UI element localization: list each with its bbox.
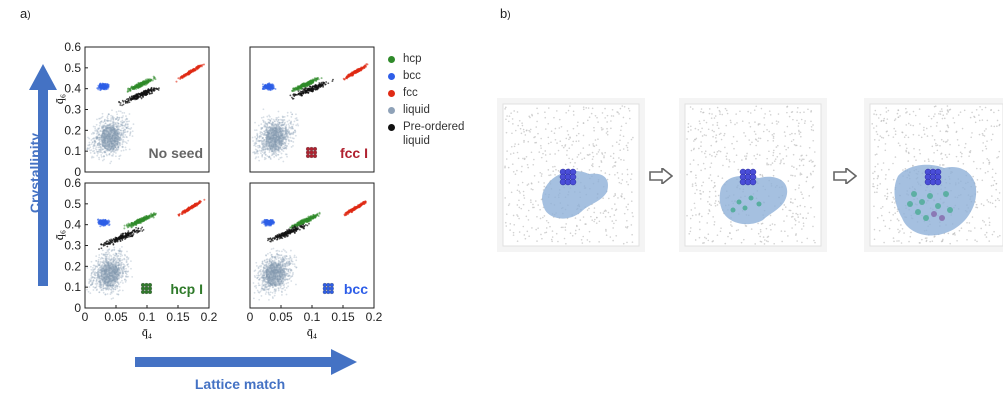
x-tick-label: 0.1 (304, 310, 321, 324)
scatter-points (85, 198, 206, 300)
series-hcp (123, 211, 157, 230)
scatter-points (86, 63, 205, 165)
scatter-panel-3: 0 0.05 0.1 0.15 0.2 q̄₄ 0 0.1 0.2 0.3 0.4 0.5 0.6 q̄₆… (55, 176, 218, 339)
x-axis-label: q̄₄ (142, 325, 152, 339)
series-liquid (251, 108, 300, 163)
arrow-right-icon-2 (833, 168, 857, 184)
legend-marker (388, 107, 395, 114)
series-liquid (250, 247, 298, 301)
legend-item: bcc (388, 69, 483, 83)
series-bcc (96, 218, 111, 228)
legend-item: hcp (388, 52, 483, 66)
legend-marker (388, 73, 395, 80)
series-pre-ordered-liquid (289, 78, 334, 100)
y-tick-label: 0.3 (64, 103, 81, 117)
arrow-right-icon (649, 168, 673, 184)
legend-label: Pre-ordered liquid (403, 121, 465, 147)
panel-a-label: a) (20, 6, 31, 21)
series-bcc (96, 82, 110, 92)
panel-annotation: hcp I (170, 281, 203, 297)
panel-annotation: bcc (344, 281, 368, 297)
scatter-points (251, 63, 369, 163)
scatter-points (250, 200, 367, 301)
x-tick-label: 0.1 (139, 310, 156, 324)
y-tick-label: 0 (74, 301, 81, 315)
seed-cluster-icon (140, 282, 153, 295)
seed-cluster-icon (305, 146, 318, 159)
series-pre-ordered-liquid (267, 222, 310, 243)
y-tick-label: 0.5 (64, 61, 81, 75)
x-axis-label: q̄₄ (307, 325, 317, 339)
series-hcp (289, 211, 321, 230)
y-tick-label: 0.4 (64, 218, 81, 232)
panel-annotation: fcc I (340, 145, 368, 161)
x-tick-label: 0.15 (331, 310, 355, 324)
panel-b-label: b) (500, 6, 511, 21)
y-big-label: Crystallinity (27, 132, 43, 214)
series-hcp (126, 75, 157, 93)
x-tick-label: 0.2 (366, 310, 383, 324)
y-tick-label: 0.6 (64, 40, 81, 54)
series-liquid (85, 245, 134, 300)
scatter-grid: 00.10.20.30.40.50.6q̄₆No seed fcc I0 0.05 0… (55, 40, 383, 339)
x-tick-label: 0.05 (104, 310, 128, 324)
legend-marker (388, 124, 395, 131)
seed-cluster-icon (322, 282, 334, 295)
y-tick-label: 0.6 (64, 176, 81, 190)
series-fcc (177, 198, 206, 217)
legend-label: liquid (403, 104, 430, 116)
scatter-panel-2: fcc I (249, 46, 375, 173)
x-tick-label: 0.15 (166, 310, 190, 324)
series-fcc (175, 63, 205, 83)
y-tick-label: 0.4 (64, 82, 81, 96)
legend-label: hcp (403, 53, 422, 65)
y-axis-label: q̄₆ (55, 94, 66, 104)
snapshot-1 (497, 98, 645, 252)
series-pre-ordered-liquid (98, 226, 145, 250)
legend-marker (388, 56, 395, 63)
y-tick-label: 0.3 (64, 239, 81, 253)
series-bcc (260, 218, 276, 227)
legend-label: fcc (403, 87, 418, 99)
lattice-match-arrow-icon (135, 349, 357, 375)
x-big-label: Lattice match (194, 376, 286, 392)
x-tick-label: 0.2 (201, 310, 218, 324)
x-tick-label: 0.05 (269, 310, 293, 324)
series-fcc (343, 200, 367, 217)
x-tick-label: 0 (247, 310, 254, 324)
series-pre-ordered-liquid (118, 86, 160, 107)
y-tick-label: 0.1 (64, 280, 81, 294)
y-tick-label: 0.2 (64, 259, 81, 273)
crystallinity-arrow-icon (29, 64, 57, 286)
snapshot-3 (864, 98, 1003, 252)
y-tick-label: 0.1 (64, 144, 81, 158)
scatter-panel-4: 0 0.05 0.1 0.15 0.2 q̄₄ bcc (247, 182, 383, 339)
legend-item: fcc (388, 86, 483, 100)
x-tick-label: 0 (82, 310, 89, 324)
legend-label: bcc (403, 70, 421, 82)
series-fcc (342, 63, 369, 81)
snapshot-2 (679, 98, 827, 252)
legend-item: liquid (388, 103, 483, 117)
series-hcp (291, 76, 323, 93)
y-tick-label: 0.2 (64, 123, 81, 137)
y-axis-label: q̄₆ (55, 230, 66, 240)
scatter-panel-1: 0 0.1 0.2 0.3 0.4 0.5 0.6 q̄₆ No seed (55, 40, 210, 179)
legend: hcp bcc fcc liquid Pre-ordered liquid (388, 52, 483, 151)
series-liquid (86, 109, 135, 165)
legend-marker (388, 90, 395, 97)
y-tick-label: 0.5 (64, 197, 81, 211)
legend-item: Pre-ordered liquid (388, 120, 483, 148)
y-tick-label: 0 (74, 165, 81, 179)
panel-annotation: No seed (149, 145, 203, 161)
series-bcc (261, 82, 277, 92)
